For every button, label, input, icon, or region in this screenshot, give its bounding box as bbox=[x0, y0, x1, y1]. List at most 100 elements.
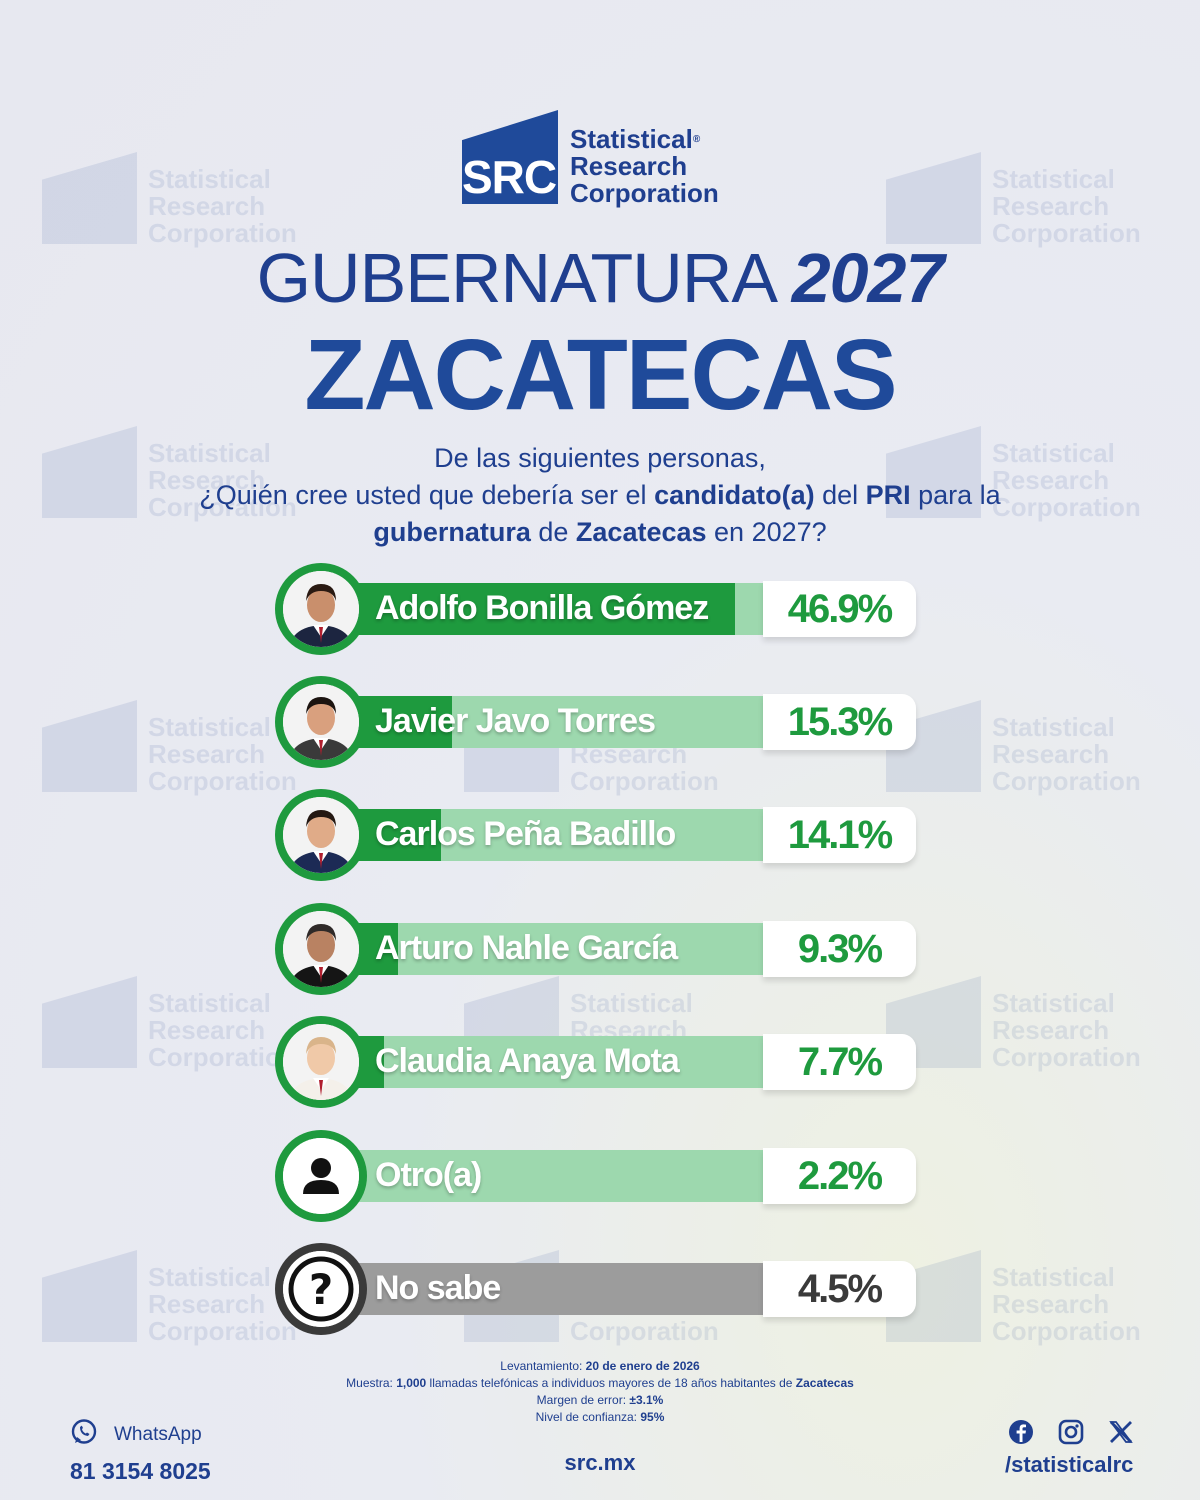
percentage-label: 46.9% bbox=[787, 587, 893, 631]
q-part: para la bbox=[910, 480, 1001, 510]
result-row: 2.2% Otro(a) bbox=[275, 1130, 920, 1222]
avatar bbox=[275, 789, 367, 881]
candidate-name: Javier Javo Torres bbox=[375, 702, 656, 740]
social-links: /statisticalrc bbox=[1005, 1418, 1135, 1478]
bar-fill bbox=[315, 583, 736, 635]
percentage-box: 15.3% bbox=[763, 694, 916, 750]
percentage-label: 14.1% bbox=[787, 813, 893, 857]
person-photo-icon bbox=[283, 797, 359, 873]
question-line-1: De las siguientes personas, bbox=[434, 443, 766, 473]
social-handle: /statisticalrc bbox=[1005, 1452, 1134, 1477]
percentage-label: 4.5% bbox=[797, 1267, 883, 1311]
candidate-name: Otro(a) bbox=[375, 1156, 482, 1194]
fieldwork-value: 20 de enero de 2026 bbox=[585, 1359, 700, 1373]
registered-mark: ® bbox=[692, 134, 701, 145]
candidate-name: Claudia Anaya Mota bbox=[375, 1042, 680, 1080]
watermark-mark bbox=[886, 152, 981, 244]
candidate-name: Carlos Peña Badillo bbox=[375, 815, 676, 853]
result-row: 9.3% Arturo Nahle García bbox=[275, 903, 920, 995]
moe-value: ±3.1% bbox=[629, 1393, 664, 1407]
question-mark-icon: ? bbox=[283, 1251, 359, 1327]
sample-label: Muestra: bbox=[346, 1376, 397, 1390]
sample-info: Muestra: 1,000 llamadas telefónicas a in… bbox=[0, 1375, 1200, 1392]
q-part: ¿Quién cree usted que debería ser el bbox=[199, 480, 655, 510]
q-bold: gubernatura bbox=[373, 517, 531, 547]
candidate-name: Arturo Nahle García bbox=[375, 929, 678, 967]
percentage-label: 2.2% bbox=[797, 1154, 883, 1198]
logo-mark-text: SRC bbox=[462, 151, 557, 203]
percentage-box: 4.5% bbox=[763, 1261, 916, 1317]
svg-text:?: ? bbox=[309, 1265, 333, 1314]
result-row: 7.7% Claudia Anaya Mota bbox=[275, 1016, 920, 1108]
avatar bbox=[275, 903, 367, 995]
result-row: 14.1% Carlos Peña Badillo bbox=[275, 789, 920, 881]
x-icon[interactable] bbox=[1107, 1418, 1135, 1446]
page-title: GUBERNATURA 2027 bbox=[0, 238, 1200, 318]
candidate-name: No sabe bbox=[375, 1269, 501, 1307]
watermark-mark bbox=[42, 700, 137, 792]
q-bold: candidato(a) bbox=[654, 480, 815, 510]
q-part: en 2027? bbox=[706, 517, 827, 547]
fieldwork-date: Levantamiento: 20 de enero de 2026 bbox=[0, 1358, 1200, 1375]
confidence-value: 95% bbox=[640, 1410, 665, 1424]
avatar bbox=[275, 1016, 367, 1108]
q-part: del bbox=[814, 480, 866, 510]
bar-track bbox=[315, 1036, 763, 1088]
percentage-label: 7.7% bbox=[797, 1040, 883, 1084]
fieldwork-label: Levantamiento: bbox=[500, 1359, 586, 1373]
confidence-level: Nivel de confianza: 95% bbox=[0, 1409, 1200, 1426]
whatsapp-label: WhatsApp bbox=[114, 1424, 202, 1445]
q-bold: Zacatecas bbox=[575, 517, 707, 547]
logo-line-1: Statistical bbox=[570, 124, 693, 154]
instagram-icon[interactable] bbox=[1057, 1418, 1085, 1446]
person-photo-icon bbox=[283, 911, 359, 987]
watermark-mark bbox=[42, 1250, 137, 1342]
candidate-name: Adolfo Bonilla Gómez bbox=[375, 589, 709, 627]
percentage-box: 46.9% bbox=[763, 581, 916, 637]
person-photo-icon bbox=[283, 684, 359, 760]
methodology-note: Levantamiento: 20 de enero de 2026 Muest… bbox=[0, 1358, 1200, 1426]
question-line-2: ¿Quién cree usted que debería ser el can… bbox=[0, 477, 1200, 514]
whatsapp-icon bbox=[70, 1418, 98, 1452]
title-prefix: GUBERNATURA bbox=[256, 239, 775, 317]
whatsapp-contact[interactable]: WhatsApp 81 3154 8025 bbox=[70, 1418, 211, 1485]
sample-size: 1,000 bbox=[396, 1376, 427, 1390]
percentage-box: 7.7% bbox=[763, 1034, 916, 1090]
sample-desc: llamadas telefónicas a individuos mayore… bbox=[426, 1376, 796, 1390]
q-part: de bbox=[530, 517, 576, 547]
logo-line-3: Corporation bbox=[570, 178, 719, 208]
result-row: 15.3% Javier Javo Torres bbox=[275, 676, 920, 768]
logo-wordmark: Statistical® Research Corporation bbox=[570, 126, 719, 207]
percentage-box: 14.1% bbox=[763, 807, 916, 863]
title-year: 2027 bbox=[791, 239, 945, 317]
avatar bbox=[275, 1130, 367, 1222]
percentage-label: 15.3% bbox=[787, 700, 893, 744]
margin-of-error: Margen de error: ±3.1% bbox=[0, 1392, 1200, 1409]
facebook-icon[interactable] bbox=[1007, 1418, 1035, 1446]
whatsapp-number: 81 3154 8025 bbox=[70, 1458, 211, 1484]
question-line-3: gubernatura de Zacatecas en 2027? bbox=[0, 514, 1200, 551]
person-silhouette-icon bbox=[283, 1138, 359, 1214]
percentage-box: 2.2% bbox=[763, 1148, 916, 1204]
bar-track bbox=[315, 1263, 763, 1315]
bar-track bbox=[315, 1150, 763, 1202]
avatar: ? bbox=[275, 1243, 367, 1335]
watermark-mark bbox=[42, 152, 137, 244]
sample-region: Zacatecas bbox=[795, 1376, 854, 1390]
person-photo-icon bbox=[283, 1024, 359, 1100]
result-row: 46.9% Adolfo Bonilla Gómez bbox=[275, 563, 920, 655]
website-link[interactable]: src.mx bbox=[564, 1450, 636, 1475]
q-bold: PRI bbox=[865, 480, 911, 510]
moe-label: Margen de error: bbox=[536, 1393, 630, 1407]
result-row: 4.5% No sabe? bbox=[275, 1243, 920, 1335]
confidence-label: Nivel de confianza: bbox=[535, 1410, 641, 1424]
percentage-box: 9.3% bbox=[763, 921, 916, 977]
watermark-mark bbox=[42, 976, 137, 1068]
person-photo-icon bbox=[283, 571, 359, 647]
percentage-label: 9.3% bbox=[797, 927, 883, 971]
state-title: ZACATECAS bbox=[304, 319, 897, 431]
